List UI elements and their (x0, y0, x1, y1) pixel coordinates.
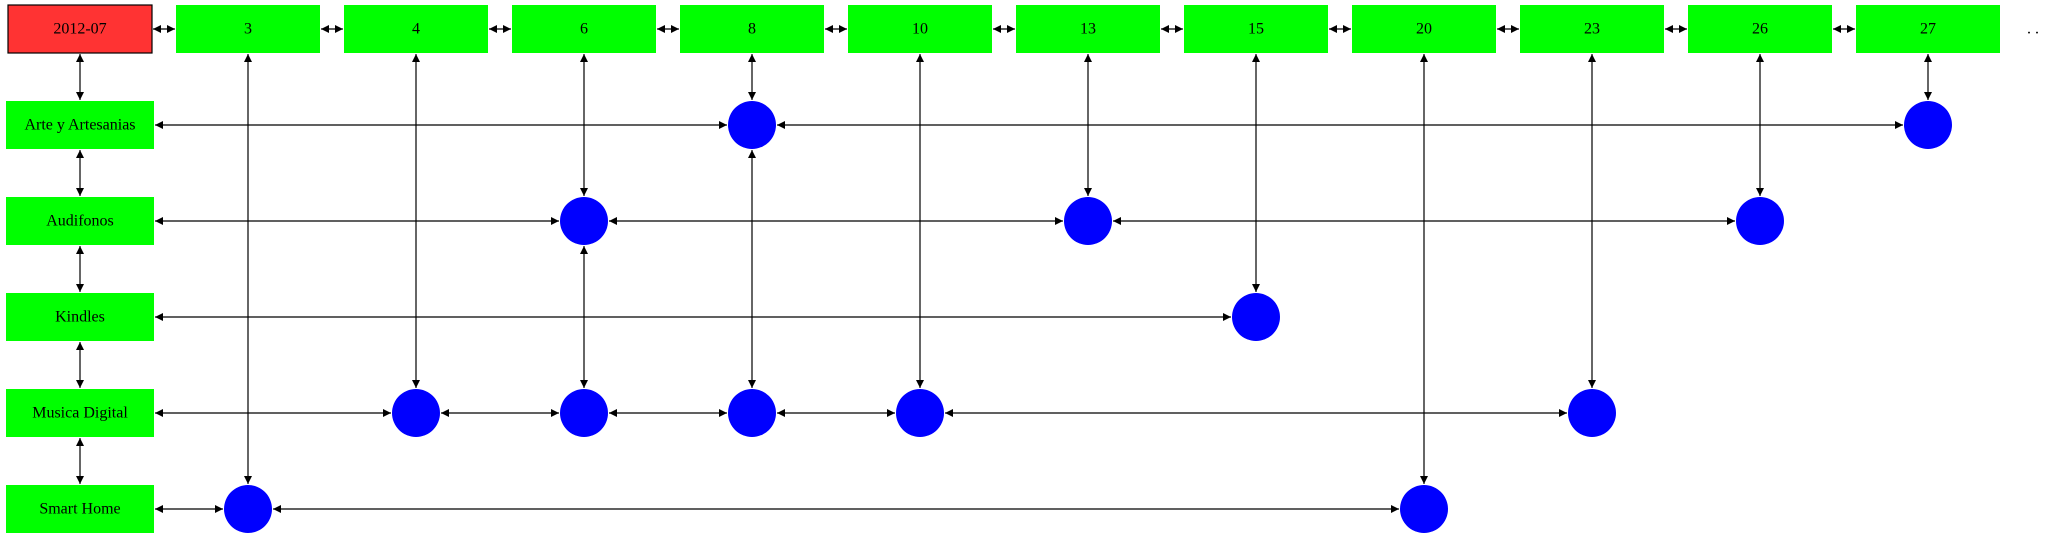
node-layer: 2012-07 3 4 6 8 10 13 15 20 23 26 27 . . Arte y Artes… (6, 4, 2039, 533)
point-3 (224, 485, 272, 533)
point-8 (728, 389, 776, 437)
column-node-label-26: 26 (1752, 21, 1768, 38)
column-node-label-4: 4 (412, 21, 420, 38)
category-node (6, 293, 154, 341)
point-6 (560, 389, 608, 437)
column-node-label-13: 13 (1080, 21, 1096, 38)
point-10 (896, 389, 944, 437)
category-label: Arte y Artesanias (24, 117, 135, 134)
column-node-label-15: 15 (1248, 21, 1264, 38)
point-6 (560, 197, 608, 245)
category-label: Musica Digital (32, 405, 128, 422)
column-node-27 (1856, 5, 2000, 53)
point-26 (1736, 197, 1784, 245)
column-node-8 (680, 5, 824, 53)
column-node-15 (1184, 5, 1328, 53)
column-node-26 (1688, 5, 1832, 53)
date-node-label: 2012-07 (53, 21, 106, 38)
category-node (6, 101, 154, 149)
category-node (6, 485, 154, 533)
column-node-20 (1352, 5, 1496, 53)
column-node-label-20: 20 (1416, 21, 1432, 38)
column-node-label-3: 3 (244, 21, 252, 38)
column-node-label-10: 10 (912, 21, 928, 38)
point-13 (1064, 197, 1112, 245)
column-node-23 (1520, 5, 1664, 53)
column-node-3 (176, 5, 320, 53)
column-node-label-6: 6 (580, 21, 588, 38)
category-label: Smart Home (39, 501, 120, 518)
point-4 (392, 389, 440, 437)
column-node-10 (848, 5, 992, 53)
point-15 (1232, 293, 1280, 341)
column-node-label-8: 8 (748, 21, 756, 38)
column-node-label-23: 23 (1584, 21, 1600, 38)
column-node-6 (512, 5, 656, 53)
column-node-13 (1016, 5, 1160, 53)
trailing-mark: . . (2027, 21, 2039, 38)
point-8 (728, 101, 776, 149)
category-node (6, 389, 154, 437)
connector-layer (76, 25, 1932, 513)
category-label: Audifonos (46, 213, 114, 230)
point-27 (1904, 101, 1952, 149)
date-node (7, 4, 153, 54)
category-node (6, 197, 154, 245)
category-label: Kindles (55, 309, 105, 326)
point-20 (1400, 485, 1448, 533)
column-node-label-27: 27 (1920, 21, 1936, 38)
column-node-4 (344, 5, 488, 53)
point-23 (1568, 389, 1616, 437)
